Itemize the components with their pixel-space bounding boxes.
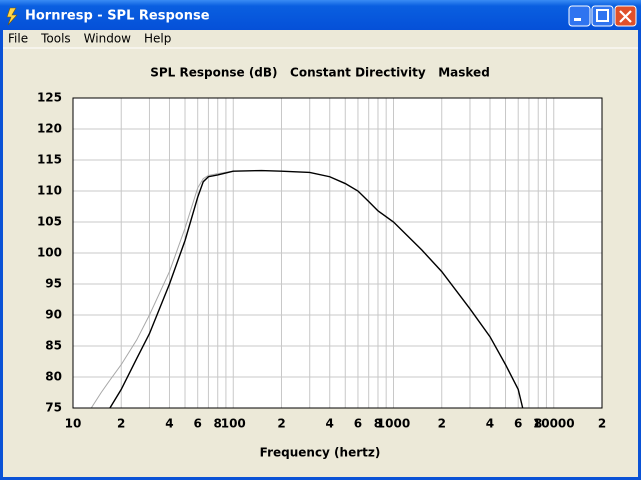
app-icon bbox=[6, 7, 18, 26]
maximize-button[interactable] bbox=[591, 5, 614, 27]
series-line bbox=[90, 170, 234, 409]
y-tick-label: 120 bbox=[37, 122, 62, 136]
x-tick-label: 10 bbox=[65, 417, 82, 431]
x-tick-label: 2 bbox=[598, 417, 606, 431]
x-tick-label: 10000 bbox=[533, 417, 575, 431]
button-face[interactable] bbox=[568, 5, 591, 27]
x-tick-label: 6 bbox=[354, 417, 362, 431]
x-tick-label: 8 bbox=[534, 417, 542, 431]
x-tick-label: 6 bbox=[514, 417, 522, 431]
button-glyph bbox=[574, 18, 581, 21]
y-tick-label: 105 bbox=[37, 215, 62, 229]
x-tick-label: 8 bbox=[374, 417, 382, 431]
menu-item[interactable]: Tools bbox=[40, 32, 71, 46]
series-line bbox=[109, 169, 524, 409]
y-tick-label: 125 bbox=[37, 91, 62, 105]
plot-border bbox=[72, 97, 603, 409]
y-tick-label: 75 bbox=[45, 401, 62, 415]
x-tick-label: 4 bbox=[326, 417, 334, 431]
x-tick-label: 1000 bbox=[377, 417, 410, 431]
menu-item[interactable]: Help bbox=[144, 32, 171, 46]
x-tick-label: 2 bbox=[117, 417, 125, 431]
menu-item[interactable]: Window bbox=[84, 32, 132, 46]
window-title: Hornresp - SPL Response bbox=[25, 9, 210, 24]
y-tick-label: 100 bbox=[37, 246, 62, 260]
menu-item[interactable]: File bbox=[8, 32, 28, 46]
x-tick-label: 4 bbox=[486, 417, 494, 431]
menu-bar: File Tools Window Help bbox=[8, 32, 171, 46]
y-tick-label: 95 bbox=[45, 277, 62, 291]
minimize-button[interactable] bbox=[568, 5, 591, 27]
x-tick-label: 8 bbox=[214, 417, 222, 431]
x-tick-label: 2 bbox=[438, 417, 446, 431]
y-tick-label: 110 bbox=[37, 184, 62, 198]
chart-title: SPL Response (dB) Constant Directivity M… bbox=[150, 66, 490, 80]
y-tick-label: 115 bbox=[37, 153, 62, 167]
y-tick-label: 80 bbox=[45, 370, 62, 384]
x-axis-label: Frequency (hertz) bbox=[260, 446, 381, 460]
x-tick-label: 100 bbox=[221, 417, 246, 431]
x-tick-label: 4 bbox=[165, 417, 173, 431]
close-button[interactable] bbox=[614, 5, 637, 27]
y-tick-label: 90 bbox=[45, 308, 62, 322]
title-bar bbox=[0, 0, 641, 30]
x-tick-label: 6 bbox=[194, 417, 202, 431]
button-glyph bbox=[619, 10, 632, 23]
button-glyph bbox=[596, 9, 609, 22]
y-tick-label: 85 bbox=[45, 339, 62, 353]
x-tick-label: 2 bbox=[277, 417, 285, 431]
